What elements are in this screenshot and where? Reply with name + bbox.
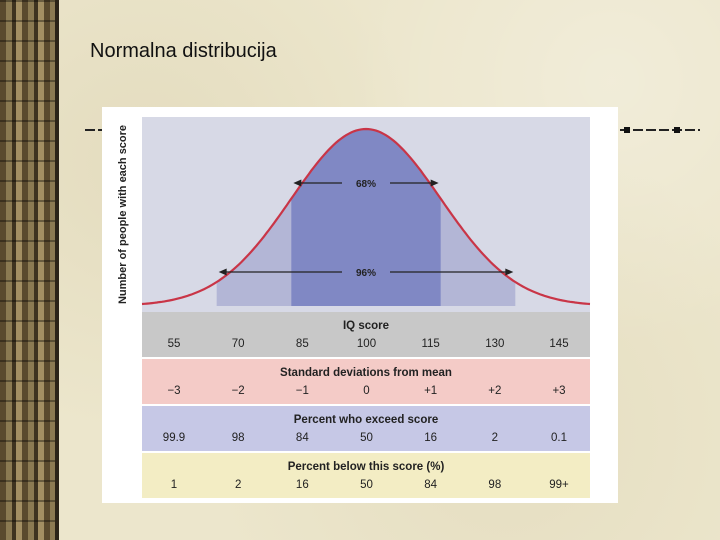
band-title-sd: Standard deviations from mean [280, 367, 452, 379]
band-value-exceed: 0.1 [551, 432, 567, 444]
band-value-exceed: 84 [296, 432, 309, 444]
band-value-below: 98 [488, 479, 501, 491]
bracket-label: 96% [356, 268, 376, 279]
band-exceed [142, 406, 590, 451]
band-value-below: 99+ [549, 479, 569, 491]
band-value-iq: 55 [168, 338, 181, 350]
distribution-curve [141, 127, 591, 306]
divider-dot [624, 127, 630, 133]
band-value-sd: +1 [424, 385, 437, 397]
bracket-label: 68% [356, 179, 376, 190]
band-title-below: Percent below this score (%) [288, 461, 445, 473]
band-sd [142, 359, 590, 404]
band-value-exceed: 98 [232, 432, 245, 444]
band-value-sd: −2 [232, 385, 245, 397]
band-value-below: 1 [171, 479, 177, 491]
bracket-arrow [505, 268, 514, 276]
divider-line-right [620, 129, 700, 131]
slide-title: Normalna distribucija [90, 40, 277, 62]
normal-distribution-chart: 68% 96% Number of people with each score IQ… [117, 117, 591, 498]
band-iq [142, 312, 590, 357]
bracket-arrow [293, 179, 302, 187]
band-value-exceed: 50 [360, 432, 373, 444]
band-value-below: 16 [296, 479, 309, 491]
divider-dot [674, 127, 680, 133]
band-value-exceed: 2 [492, 432, 498, 444]
band-value-below: 50 [360, 479, 373, 491]
divider-line-left [85, 129, 105, 131]
band-value-below: 2 [235, 479, 241, 491]
band-title-iq: IQ score [343, 320, 389, 332]
band-value-sd: −3 [167, 385, 180, 397]
band-value-iq: 85 [296, 338, 309, 350]
bracket-arrow [218, 268, 227, 276]
band-value-sd: −1 [296, 385, 309, 397]
band-value-sd: +3 [552, 385, 565, 397]
band-below [142, 453, 590, 498]
band-value-iq: 145 [549, 338, 568, 350]
band-value-below: 84 [424, 479, 437, 491]
band-value-sd: 0 [363, 385, 369, 397]
shaded-area-68 [291, 129, 441, 306]
band-value-iq: 115 [421, 338, 439, 350]
band-value-iq: 70 [232, 338, 245, 350]
band-title-exceed: Percent who exceed score [294, 414, 438, 426]
band-value-exceed: 99.9 [163, 432, 185, 444]
band-value-sd: +2 [488, 385, 501, 397]
band-value-exceed: 16 [424, 432, 437, 444]
normal-distribution-figure: 68% 96% Number of people with each score IQ… [102, 107, 618, 503]
y-axis-label: Number of people with each score [117, 125, 129, 304]
bracket-arrow [430, 179, 439, 187]
band-value-iq: 130 [485, 338, 504, 350]
band-value-iq: 100 [357, 338, 376, 350]
decorative-border [0, 0, 59, 540]
